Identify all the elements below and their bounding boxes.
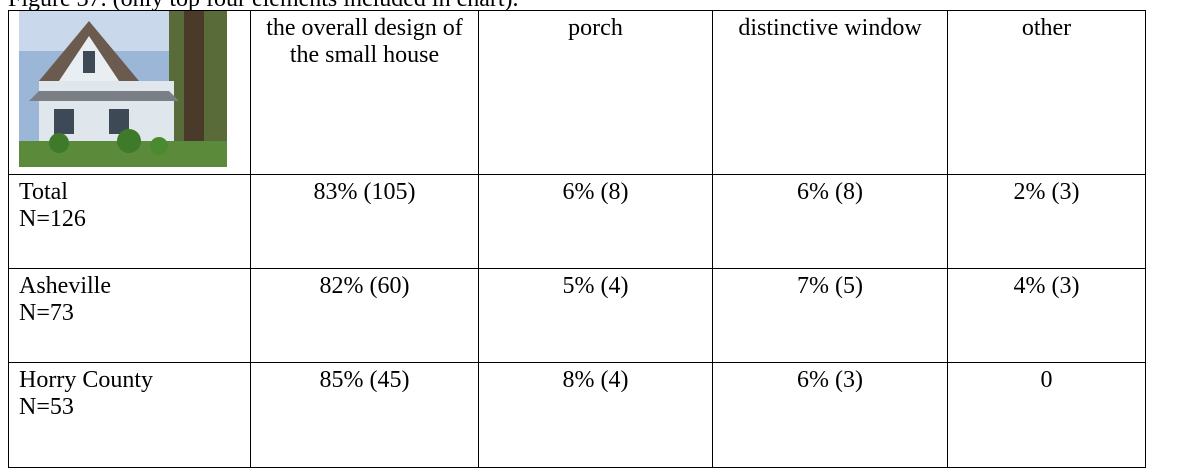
value-cell: 85% (45) [251, 363, 479, 468]
header-cell: the overall design of the small house [251, 11, 479, 175]
value-cell: 7% (5) [713, 269, 948, 363]
header-cell: distinctive window [713, 11, 948, 175]
house-photo [19, 11, 227, 167]
value-cell: 0 [948, 363, 1146, 468]
row-label: Total [19, 179, 242, 206]
row-label: Asheville [19, 273, 242, 300]
header-cell: porch [479, 11, 713, 175]
row-n: N=73 [19, 300, 242, 327]
row-n: N=126 [19, 206, 242, 233]
page: Figure 37. (only top four elements inclu… [0, 0, 1177, 457]
value-cell: 2% (3) [948, 175, 1146, 269]
value-cell: 6% (8) [479, 175, 713, 269]
value-cell: 6% (3) [713, 363, 948, 468]
value-cell: 6% (8) [713, 175, 948, 269]
image-cell [9, 11, 251, 175]
value-cell: 83% (105) [251, 175, 479, 269]
value-cell: 82% (60) [251, 269, 479, 363]
row-label: Horry County [19, 367, 242, 394]
row-n: N=53 [19, 394, 242, 421]
value-cell: 4% (3) [948, 269, 1146, 363]
value-cell: 5% (4) [479, 269, 713, 363]
header-cell: other [948, 11, 1146, 175]
value-cell: 8% (4) [479, 363, 713, 468]
